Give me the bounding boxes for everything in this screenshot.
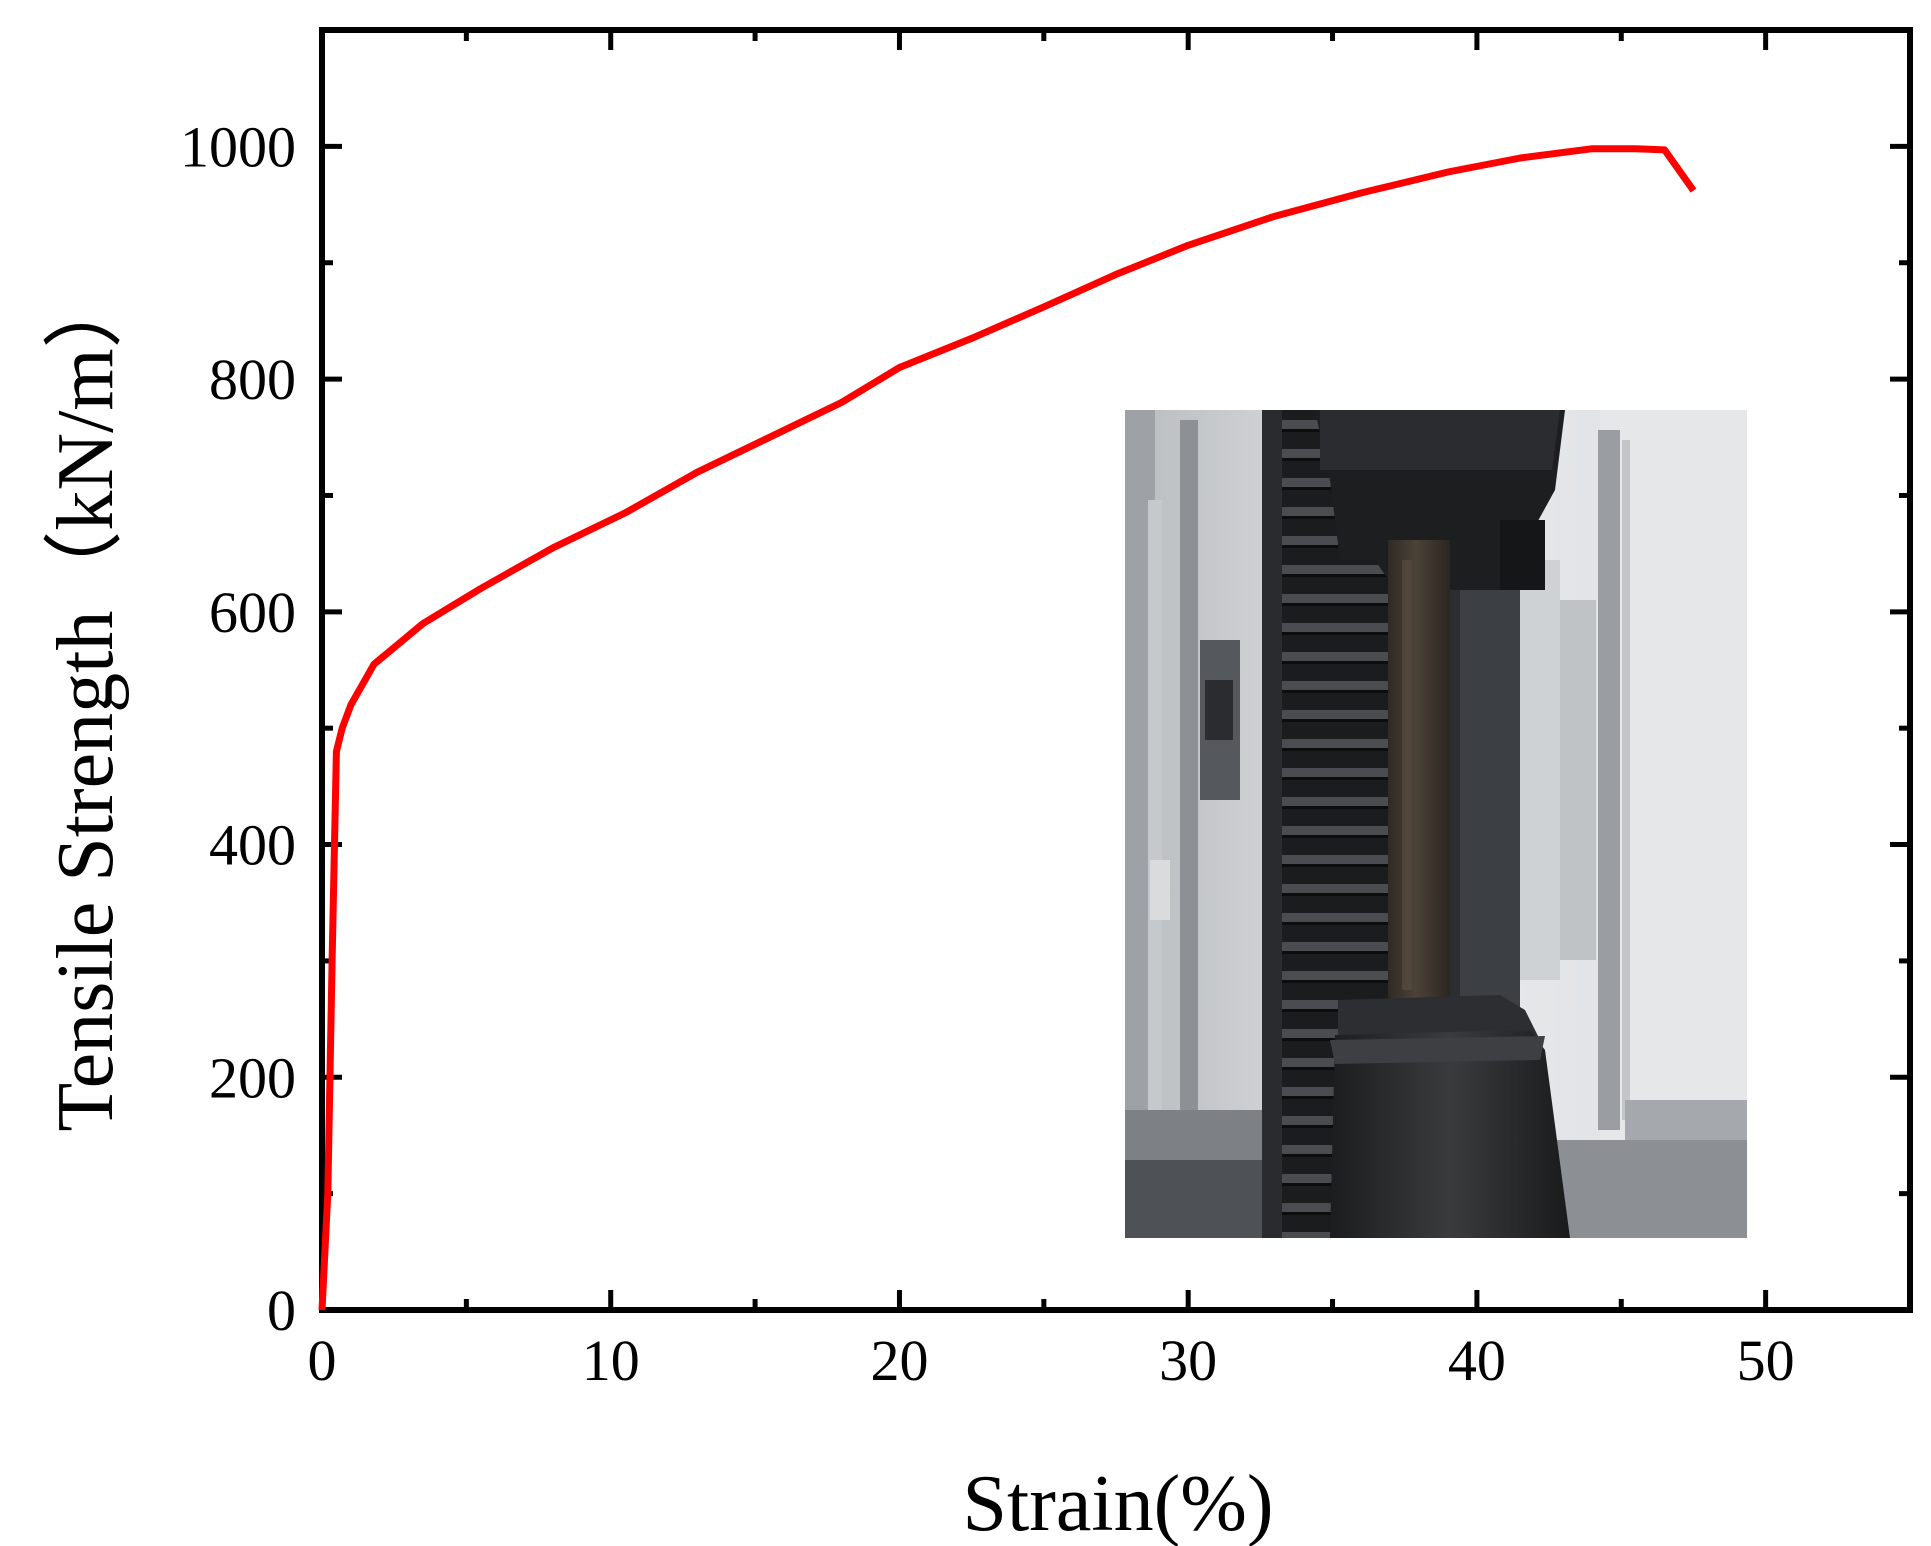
x-tick-labels: 0 10 20 30 40 50 <box>308 1328 1795 1393</box>
x-tick-label: 30 <box>1159 1328 1217 1393</box>
y-tick-label: 1000 <box>180 114 296 179</box>
x-tick-label: 40 <box>1448 1328 1506 1393</box>
x-axis-title: Strain(%) <box>962 1460 1273 1546</box>
plot-frame <box>319 27 1913 1313</box>
x-tick-label: 10 <box>582 1328 640 1393</box>
y-tick-label: 0 <box>267 1278 296 1343</box>
series-layer <box>318 145 1697 1311</box>
x-tick-label: 0 <box>308 1328 337 1393</box>
y-tick-label: 600 <box>209 580 296 645</box>
y-tick-labels: 0 200 400 600 800 1000 <box>180 114 296 1343</box>
x-tick-label: 20 <box>870 1328 928 1393</box>
inset-photo <box>1125 410 1747 1238</box>
y-tick-label: 800 <box>209 347 296 412</box>
series-line <box>318 145 1697 1311</box>
x-tick-label: 50 <box>1737 1328 1795 1393</box>
y-axis-title: Tensile Strength（kN/m） <box>42 268 130 1131</box>
y-tick-label: 400 <box>209 813 296 878</box>
y-tick-label: 200 <box>209 1045 296 1110</box>
